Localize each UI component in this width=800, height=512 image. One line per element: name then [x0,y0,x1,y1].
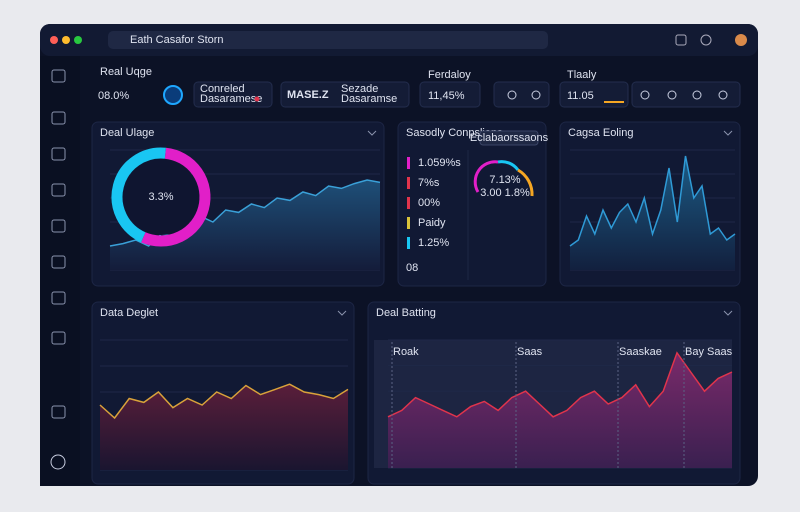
panel-title: Cagsa Eoling [568,127,633,139]
stat-card [193,81,273,108]
gauge-arc [497,160,520,171]
marker-label: Roak [393,346,419,358]
card-dot [254,96,260,102]
stat-card [559,81,629,108]
toolbar-icon[interactable] [692,90,702,100]
card-title: MASE.Z [287,89,329,101]
donut-segment [111,147,166,243]
panel-menu[interactable] [723,310,733,316]
marker-label: Bay Saas [685,346,733,358]
toolbar-icon[interactable] [531,90,541,100]
panel-button[interactable] [479,130,539,146]
sidebar [40,56,80,486]
stat-card [419,81,481,108]
card-value: 11,45% [428,90,465,102]
panel-menu[interactable] [367,130,377,136]
sidebar-icon[interactable] [51,291,66,305]
panel-menu[interactable] [723,130,733,136]
header-icon [163,85,183,105]
area-fill [570,156,735,270]
sidebar-icon[interactable] [51,219,66,233]
item-label: 1.059%s [418,157,461,169]
close-button[interactable] [50,36,58,44]
donut-label: 3.3% [148,191,173,203]
panel-title: Sasodly Conpslians [406,127,503,139]
gauge-arc [517,168,534,197]
item-swatch [407,217,410,229]
panel-footer: 08 [406,262,418,274]
gauge-arc [473,160,499,193]
toolbar-icon[interactable] [507,90,517,100]
minimize-button[interactable] [62,36,70,44]
toolbar-icon[interactable] [718,90,728,100]
sidebar-icon[interactable] [51,69,66,83]
maximize-button[interactable] [74,36,82,44]
series-line [99,383,349,420]
card-label: Ferdaloy [428,69,471,81]
series-line [569,155,736,247]
card-text: Sezade [341,83,378,95]
button-label: Eclabaorssaons [470,132,549,144]
address-text: Eath Casafor Storn [130,34,224,46]
donut-segment [141,147,211,247]
profile-icon[interactable] [735,34,747,46]
item-swatch [407,237,410,249]
stat-card [631,81,741,108]
item-swatch [407,157,410,169]
header-title: Real Uqge [100,66,152,78]
card-label: Tlaaly [567,69,597,81]
donut-hole [123,159,199,235]
toolbar-icon[interactable] [640,90,650,100]
reload-icon[interactable] [700,34,712,46]
item-label: Paidy [418,217,446,229]
stat-card [493,81,550,108]
area-fill [100,384,348,470]
sidebar-icon[interactable] [51,147,66,161]
item-label: 7%s [418,177,440,189]
item-swatch [407,177,410,189]
card-text: Dasaramese [200,93,262,105]
sidebar-icon[interactable] [51,331,66,345]
area-fill [388,352,732,468]
panel-title: Data Deglet [100,307,158,319]
marker-label: Saaskae [619,346,662,358]
card-value: 11.05 [567,90,594,102]
card-text: Dasaramse [341,93,397,105]
item-label: 1.25% [418,237,449,249]
sidebar-icon[interactable] [51,111,66,125]
sidebar-icon[interactable] [51,405,66,419]
item-swatch [407,197,410,209]
panel-menu[interactable] [337,310,347,316]
card-accent [604,101,624,103]
card-text: Conreled [200,83,245,95]
sidebar-icon[interactable] [50,454,66,470]
panel-title: Deal Batting [376,307,436,319]
area-fill [110,180,380,270]
panel-title: Deal Ulage [100,127,154,139]
stat-card [280,81,410,108]
item-label: 00% [418,197,440,209]
address-bar[interactable] [108,31,548,49]
marker-label: Saas [517,346,543,358]
header-value: 08.0% [98,90,129,102]
gauge-sub: 3.00 1.8% [480,187,530,199]
sidebar-icon[interactable] [51,183,66,197]
series-line [387,351,733,418]
toolbar-icon[interactable] [667,90,677,100]
nav-icon[interactable] [675,34,687,46]
sidebar-icon[interactable] [51,255,66,269]
gauge-label: 7.13% [489,174,520,186]
